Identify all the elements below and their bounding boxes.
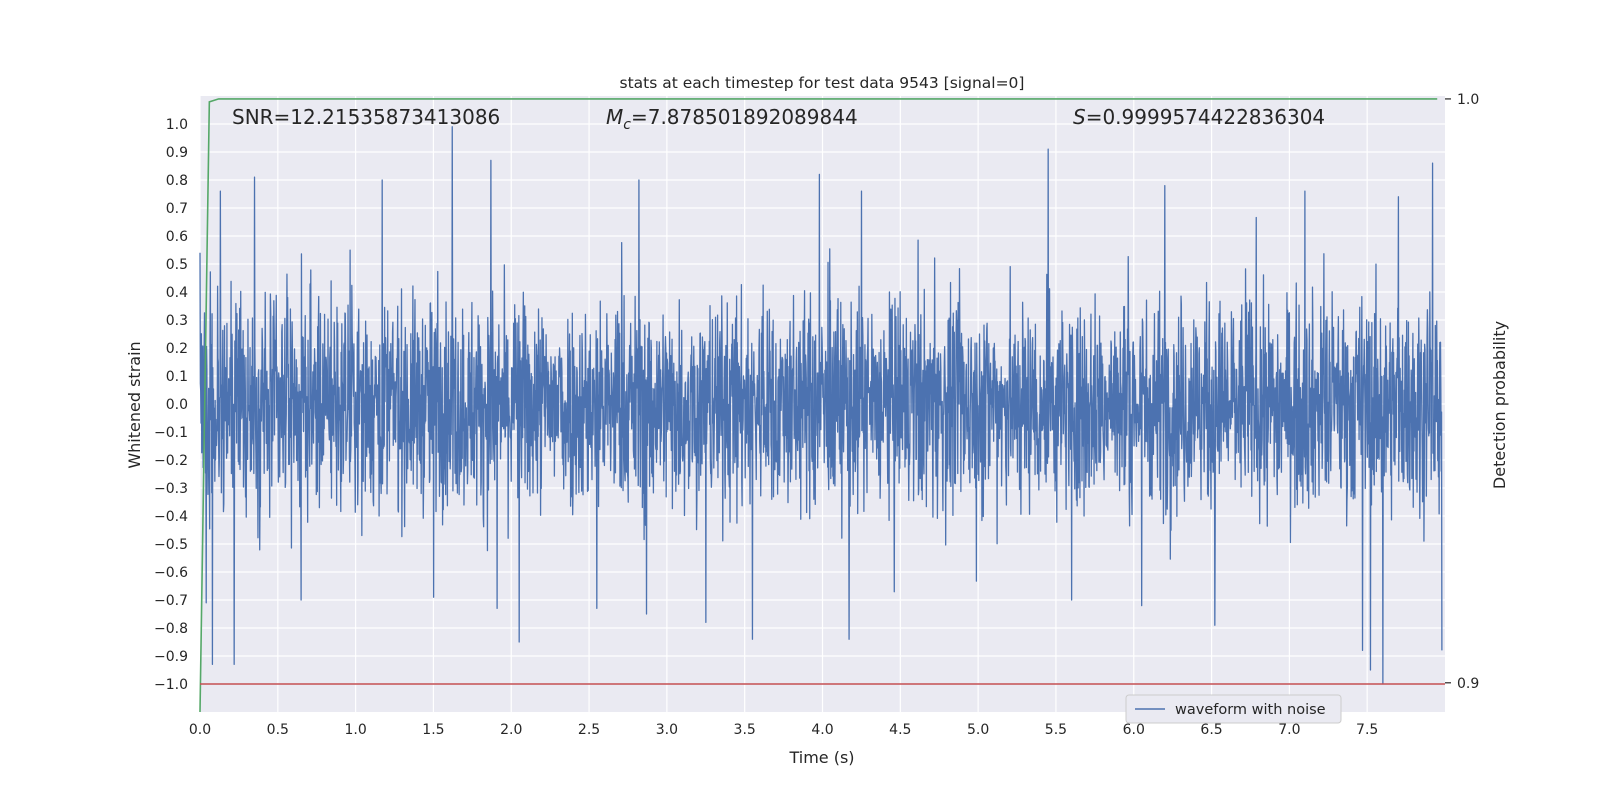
y-tick-label: −0.8 xyxy=(154,621,188,637)
y-tick-label: −0.7 xyxy=(154,593,188,609)
y-tick-label: 0.2 xyxy=(166,341,188,357)
y-tick-label: 0.4 xyxy=(166,285,188,301)
y-tick-label: 0.3 xyxy=(166,313,188,329)
x-tick-label: 7.5 xyxy=(1356,722,1378,738)
y2-tick-label: 1.0 xyxy=(1457,92,1479,108)
s-value: =0.9999574422836304 xyxy=(1086,105,1325,129)
x-tick-label: 0.5 xyxy=(267,722,289,738)
x-tick-label: 5.0 xyxy=(967,722,989,738)
x-tick-label: 6.5 xyxy=(1200,722,1222,738)
chirp-mass-value: =7.878501892089844 xyxy=(631,105,858,129)
y-tick-label: −0.6 xyxy=(154,565,188,581)
y-tick-label: −0.3 xyxy=(154,481,188,497)
legend-label: waveform with noise xyxy=(1175,702,1326,718)
chirp-mass-symbol: M xyxy=(606,105,623,129)
y-tick-label: −0.5 xyxy=(154,537,188,553)
x-tick-label: 5.5 xyxy=(1045,722,1067,738)
y2-axis-label: Detection probability xyxy=(1490,321,1509,489)
waveform-line xyxy=(199,126,1443,685)
chirp-mass-annotation: Mc=7.878501892089844 xyxy=(606,105,858,133)
y-tick-label: 0.9 xyxy=(166,145,188,161)
y-tick-label: −1.0 xyxy=(154,677,188,693)
y-tick-label: 1.0 xyxy=(166,117,188,133)
x-tick-label: 4.5 xyxy=(889,722,911,738)
chirp-mass-subscript: c xyxy=(623,117,631,133)
x-tick-label: 4.0 xyxy=(811,722,833,738)
y-tick-label: −0.2 xyxy=(154,453,188,469)
detection-probability-line xyxy=(199,98,1438,713)
y-tick-label: 0.7 xyxy=(166,201,188,217)
x-tick-label: 1.0 xyxy=(344,722,366,738)
x-tick-label: 6.0 xyxy=(1123,722,1145,738)
x-tick-label: 2.5 xyxy=(578,722,600,738)
x-axis-label: Time (s) xyxy=(788,748,854,767)
x-tick-label: 3.0 xyxy=(656,722,678,738)
s-symbol: S xyxy=(1073,105,1086,129)
y2-tick-label: 0.9 xyxy=(1457,676,1479,692)
s-annotation: S=0.9999574422836304 xyxy=(1073,105,1325,129)
legend: waveform with noise xyxy=(1125,694,1342,724)
legend-box xyxy=(1125,694,1342,724)
series-layer xyxy=(199,98,1445,713)
x-tick-label: 2.0 xyxy=(500,722,522,738)
y-tick-label: 0.5 xyxy=(166,257,188,273)
y-tick-label: 0.6 xyxy=(166,229,188,245)
x-tick-label: 1.5 xyxy=(422,722,444,738)
x-tick-label: 7.0 xyxy=(1278,722,1300,738)
y-tick-label: −0.4 xyxy=(154,509,188,525)
x-tick-label: 3.5 xyxy=(734,722,756,738)
y-tick-label: 0.1 xyxy=(166,369,188,385)
snr-annotation: SNR=12.21535873413086 xyxy=(232,105,500,129)
x-tick-label: 0.0 xyxy=(189,722,211,738)
chart-title: stats at each timestep for test data 954… xyxy=(620,74,1025,92)
y-tick-label: −0.9 xyxy=(154,649,188,665)
y-tick-label: −0.1 xyxy=(154,425,188,441)
y-tick-label: 0.0 xyxy=(166,397,188,413)
y-axis-label: Whitened strain xyxy=(125,341,144,468)
y-tick-label: 0.8 xyxy=(166,173,188,189)
ticks-layer: 0.0 0.5 1.0 1.5 2.0 2.5 3.0 3.5 4.0 4.5 5.0 5.5 6.0 6… xyxy=(154,92,1479,738)
